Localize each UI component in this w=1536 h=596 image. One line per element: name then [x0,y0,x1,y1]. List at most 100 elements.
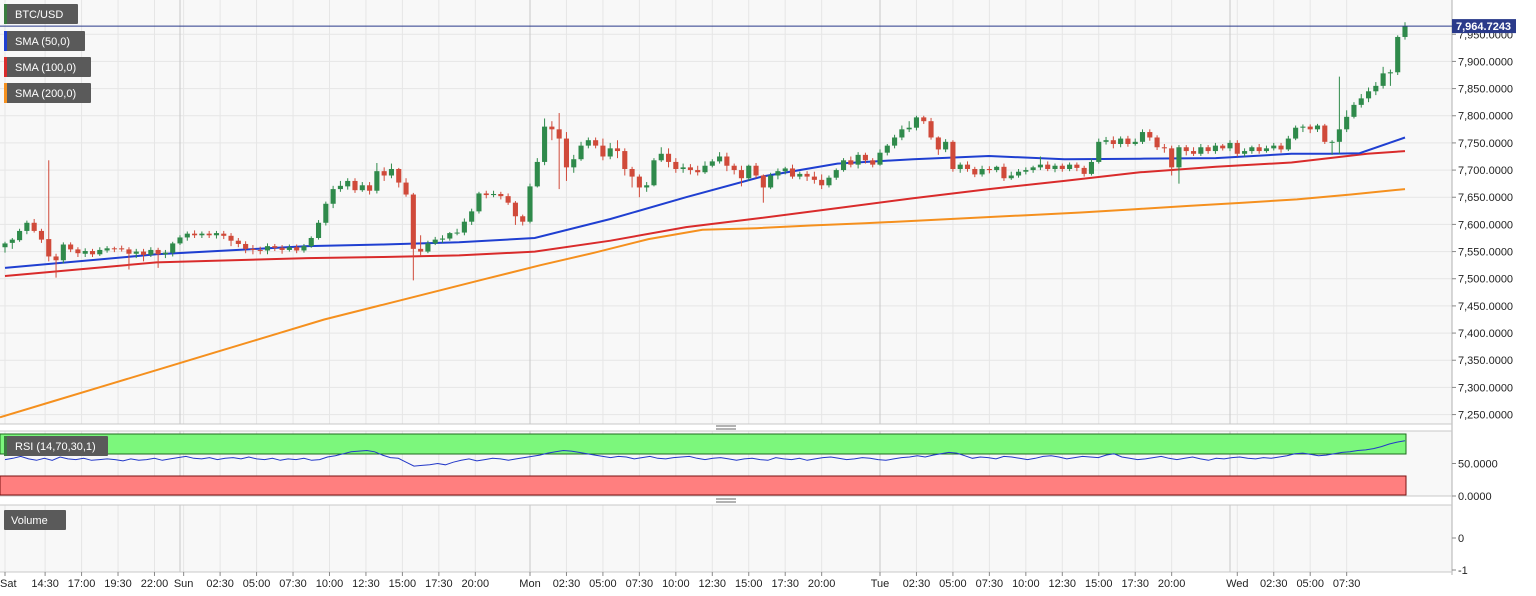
candle [892,134,898,149]
candle-body [410,194,416,249]
candle-body [1139,132,1146,142]
legend-btcusd[interactable]: BTC/USD [4,4,78,24]
time-axis-label: 05:00 [939,578,967,590]
candle-body [1147,132,1153,138]
candle [447,232,453,241]
candle [1132,138,1138,146]
rsi-volume-resize-handle[interactable] [716,498,736,503]
candle-body [972,168,978,175]
sma50-path [4,136,1406,269]
price-axis-label: 7,750.0000 [1458,138,1513,150]
candle [1234,140,1240,157]
candle-body [454,232,460,234]
candle [9,237,15,249]
candle-body [133,251,139,254]
candle-body [724,156,730,166]
candle-body [622,151,628,169]
candle [1322,123,1328,144]
candle [753,163,759,179]
candle [279,245,285,254]
candle-body [1001,166,1007,179]
candle [636,174,642,198]
legend-sma-100[interactable]: SMA (100,0) [4,57,91,77]
sma100-path [4,150,1406,277]
candle-body [1336,129,1342,142]
candle-body [651,160,657,186]
candle [1110,136,1116,149]
legend-sma-50[interactable]: SMA (50,0) [4,31,85,51]
candle-body [848,160,854,165]
candle-body [1278,145,1284,150]
candle-body [184,233,190,238]
candle [1344,110,1350,133]
candle [469,208,475,225]
candle [148,247,154,258]
candle [1139,129,1146,144]
candle-body [221,233,227,236]
candle-body [126,249,132,254]
candle-body [1190,151,1197,154]
candle [483,190,489,199]
candle-body [286,247,292,250]
legend-btcusd-label: BTC/USD [15,9,63,21]
candle [2,241,8,253]
candle [665,148,672,168]
candle [1402,22,1408,40]
candle-body [1169,148,1175,168]
time-axis-label: 19:30 [104,578,132,590]
candle [490,190,497,198]
price-pane-background[interactable] [0,0,1452,424]
candle-body [345,180,351,187]
candles [2,22,1408,281]
volume-pane-background[interactable] [0,505,1452,572]
time-axis-label: 07:30 [976,578,1004,590]
candle [607,142,613,160]
candle-body [257,249,263,251]
candle [1052,163,1058,173]
candle [979,165,985,177]
legend-sma-200[interactable]: SMA (200,0) [4,83,91,103]
sma-100-line [4,150,1406,277]
candle-body [1329,141,1335,143]
candle [556,113,562,190]
time-axis-label: Wed [1226,578,1248,590]
candle-body [921,117,927,122]
candle-body [279,247,285,250]
candle-body [644,185,650,188]
candle [746,164,752,181]
candle [177,235,183,246]
candle-body [82,251,88,254]
legend-rsi[interactable]: RSI (14,70,30,1) [4,436,108,456]
time-axis-label: 17:30 [1121,578,1149,590]
candle [1125,135,1131,147]
candle-body [512,202,518,217]
time-axis-label: Sun [174,578,194,590]
candle-body [17,230,23,241]
price-rsi-resize-handle[interactable] [716,425,736,430]
time-axis-label: 02:30 [1260,578,1288,590]
candle-body [964,164,971,169]
candle-body [928,121,934,138]
volume-axis-label: 0 [1458,533,1464,545]
candle-body [308,237,314,247]
candle [250,245,256,255]
candle-body [1074,164,1080,168]
price-axis-label: 7,300.0000 [1458,382,1513,394]
candle-body [1088,161,1095,174]
candle [855,152,861,169]
candle [870,158,876,168]
candle [1293,125,1299,141]
candle-body [1402,26,1408,37]
candle [505,193,511,205]
candle [731,163,737,175]
candle [403,178,409,197]
candle [768,172,774,190]
candle [1096,138,1102,164]
candle-body [826,177,832,186]
candle [228,233,234,247]
candle [24,220,30,235]
legend-volume[interactable]: Volume [4,510,66,530]
candle-body [396,168,402,183]
candle-body [1125,138,1131,144]
